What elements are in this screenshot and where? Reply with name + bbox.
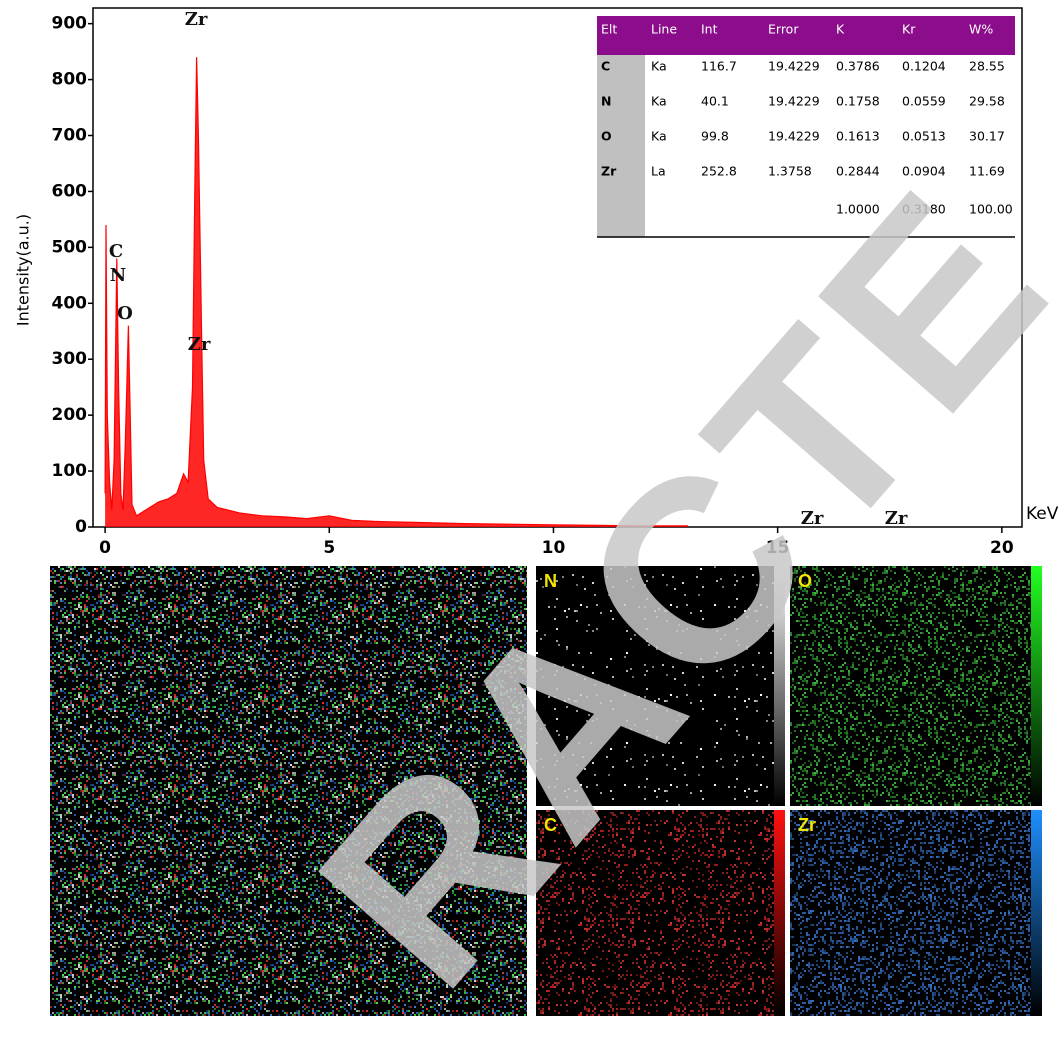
x-tick-label: 0: [99, 538, 111, 558]
peak-label: Zr: [801, 508, 824, 529]
table-cell: 1.3758: [768, 164, 812, 179]
table-cell: Ka: [651, 129, 667, 144]
table-cell: Ka: [651, 94, 667, 109]
table-cell: 0.2844: [836, 164, 880, 179]
table-cell: 252.8: [701, 164, 737, 179]
map-panel: [536, 566, 785, 806]
table-cell: 28.55: [969, 59, 1005, 74]
table-header-cell: Kr: [902, 22, 916, 37]
peak-label: O: [117, 303, 133, 324]
y-tick-label: 200: [52, 405, 88, 425]
table-cell: 11.69: [969, 164, 1005, 179]
map-composite: [50, 566, 527, 1016]
y-tick-label: 700: [52, 126, 88, 146]
table-cell: 29.58: [969, 94, 1005, 109]
table-cell: 0.1613: [836, 129, 880, 144]
x-tick-label: 20: [990, 538, 1014, 558]
map-label: Zr: [798, 815, 816, 835]
table-cell: Zr: [601, 164, 617, 179]
map-label: N: [544, 571, 557, 591]
table-header-bg: [597, 16, 1015, 55]
peak-label: N: [110, 265, 126, 286]
map-colorbar: [1031, 566, 1042, 806]
table-cell: 40.1: [701, 94, 729, 109]
table: Elt Line Int Error K Kr W% C Ka 116.7 19.4229 0.378…: [597, 16, 1015, 238]
y-tick-label: 800: [52, 70, 88, 90]
table-cell: La: [651, 164, 666, 179]
table-cell: Ka: [651, 59, 667, 74]
peak-label: Zr: [885, 508, 908, 529]
y-axis-label: Intensity(a.u.): [14, 214, 33, 326]
y-tick-label: 100: [52, 461, 88, 481]
table-cell: C: [601, 59, 610, 74]
map-colorbar: [774, 810, 785, 1016]
table-cell: O: [601, 129, 612, 144]
map-panel: [790, 810, 1042, 1016]
table-cell: 0.0559: [902, 94, 946, 109]
table-cell: 19.4229: [768, 129, 820, 144]
table-cell: 116.7: [701, 59, 737, 74]
table-cell: 0.0513: [902, 129, 946, 144]
table-header-cell: Int: [701, 22, 718, 37]
x-tick-label: 15: [766, 538, 790, 558]
table-cell: 0.0904: [902, 164, 946, 179]
table-cell: 0.1204: [902, 59, 946, 74]
x-tick-label: 5: [323, 538, 335, 558]
map-label: C: [544, 815, 557, 835]
x-axis-label: KeV: [1026, 504, 1059, 524]
table-header-cell: K: [836, 22, 845, 37]
y-tick-label: 900: [52, 14, 88, 34]
peak-label: C: [109, 241, 123, 262]
table-cell: 0.1758: [836, 94, 880, 109]
y-tick-label: 600: [52, 181, 88, 201]
spectrum-line: [104, 57, 688, 527]
peak-label: Zr: [188, 334, 211, 355]
map-panel: [790, 566, 1042, 806]
table-header-cell: Line: [651, 22, 677, 37]
map-colorbar: [774, 566, 785, 806]
table-header-cell: W%: [969, 22, 993, 37]
table-cell: 30.17: [969, 129, 1005, 144]
table-total-cell: 100.00: [969, 202, 1013, 217]
y-tick-label: 500: [52, 237, 88, 257]
table-cell: 19.4229: [768, 59, 820, 74]
map-colorbar: [1031, 810, 1042, 1016]
table-header-cell: Error: [768, 22, 799, 37]
y-tick-label: 0: [75, 517, 87, 537]
table-cell: N: [601, 94, 611, 109]
table-total-cell: 1.0000: [836, 202, 880, 217]
map-panel: [536, 810, 785, 1016]
x-tick-label: 10: [542, 538, 566, 558]
table-first-col-bg: [597, 55, 645, 237]
maps: N O C Zr: [50, 566, 1042, 1016]
table-cell: 0.3786: [836, 59, 880, 74]
table-total-cell: 0.3180: [902, 202, 946, 217]
peak-label: Zr: [185, 9, 208, 30]
y-tick-label: 400: [52, 293, 88, 313]
table-header-cell: Elt: [601, 22, 617, 37]
map-label: O: [798, 571, 812, 591]
y-tick-label: 300: [52, 349, 88, 369]
table-cell: 19.4229: [768, 94, 820, 109]
table-cell: 99.8: [701, 129, 729, 144]
